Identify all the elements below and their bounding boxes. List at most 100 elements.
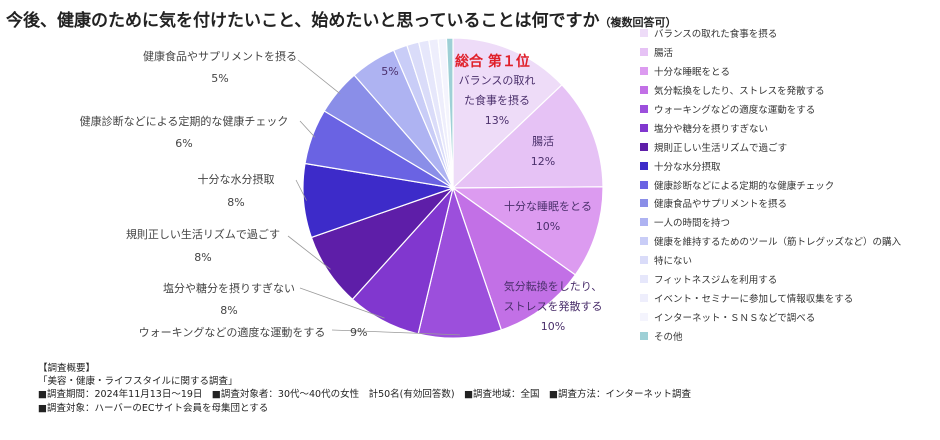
pie-slice bbox=[452, 37, 563, 190]
legend-swatch bbox=[640, 275, 648, 284]
legend-label: ウォーキングなどの適度な運動をする bbox=[654, 105, 816, 116]
slice-label: バランスの取れ bbox=[459, 74, 536, 87]
legend-label: インターネット・ＳＮＳなどで調べる bbox=[654, 312, 816, 324]
legend-label: 特にない bbox=[654, 256, 693, 268]
slice-label: 塩分や糖分を摂りすぎない bbox=[163, 281, 295, 295]
slice-label: 十分な睡眠をとる bbox=[504, 199, 592, 213]
legend-label: イベント・セミナーに参加して情報収集をする bbox=[654, 293, 854, 305]
slice-label: ストレスを発散する bbox=[504, 299, 603, 313]
leader-line bbox=[287, 235, 331, 270]
slice-label: 十分な水分摂取 bbox=[198, 172, 275, 186]
leader-line bbox=[299, 287, 385, 319]
legend-swatch bbox=[640, 331, 648, 340]
survey-heading: 【調査概要】 bbox=[38, 363, 96, 374]
slice-label: 腸活 bbox=[532, 135, 554, 148]
legend-item: フィットネスジムを利用する bbox=[640, 270, 938, 289]
slice-label: 規則正しい生活リズムで過ごす bbox=[126, 227, 280, 241]
legend-label: 十分な水分摂取 bbox=[654, 161, 721, 173]
slice-label: ウォーキングなどの適度な運動をする bbox=[139, 325, 326, 339]
slice-percent-label: 9% bbox=[350, 326, 367, 339]
legend-item: イベント・セミナーに参加して情報収集をする bbox=[640, 288, 938, 307]
legend-label: その他 bbox=[654, 331, 683, 343]
title-note: （複数回答可） bbox=[599, 16, 677, 29]
legend-swatch bbox=[640, 237, 648, 246]
pie-slice bbox=[451, 84, 604, 189]
pie-slice bbox=[451, 186, 604, 276]
legend-item: ウォーキングなどの適度な運動をする bbox=[640, 100, 938, 119]
legend-item: その他 bbox=[640, 326, 938, 345]
slice-label: 健康食品やサプリメントを摂る bbox=[143, 49, 297, 63]
leader-lines bbox=[287, 59, 460, 336]
slice-percent-label: 13% bbox=[485, 114, 509, 127]
chart-title: 今後、健康のために気を付けたいこと、始めたいと思っていることは何ですか（複数回答… bbox=[6, 6, 676, 31]
slice-label: 健康診断などによる定期的な健康チェック bbox=[80, 114, 289, 128]
slice-percent-label: 10% bbox=[536, 220, 560, 233]
legend-item: 健康を維持するためのツール（筋トレグッズなど）の購入 bbox=[640, 232, 938, 251]
title-text: 今後、健康のために気を付けたいこと、始めたいと思っていることは何ですか bbox=[6, 11, 600, 31]
legend-item: 規則正しい生活リズムで過ごす bbox=[640, 137, 938, 156]
legend-label: 規則正しい生活リズムで過ごす bbox=[654, 142, 788, 154]
legend-swatch bbox=[640, 123, 648, 132]
survey-summary: 【調査概要】 「美容・健康・ライフスタイルに関する調査」 ■調査期間：2024年… bbox=[38, 362, 691, 415]
legend-swatch bbox=[640, 48, 648, 57]
legend-swatch bbox=[640, 105, 648, 113]
legend-label: 健康食品やサプリメントを摂る bbox=[654, 199, 788, 211]
slice-label: た食事を摂る bbox=[464, 93, 530, 107]
legend-label: 腸活 bbox=[654, 48, 674, 60]
legend-label: 健康診断などによる定期的な健康チェック bbox=[654, 180, 835, 192]
pie-chart: バランスの取れた食事を摂る 13% 腸活 12% 十分な睡眠をとる 10% 気分転換をしたり… bbox=[80, 37, 604, 339]
pie-slice bbox=[417, 185, 503, 339]
legend-label: 一人の時間を持つ bbox=[654, 218, 731, 230]
legend-item: 健康診断などによる定期的な健康チェック bbox=[640, 175, 938, 194]
leader-line bbox=[297, 59, 341, 95]
pie-slice bbox=[445, 37, 454, 189]
slice-percent-label: 8% bbox=[227, 196, 244, 209]
legend-swatch bbox=[640, 256, 648, 265]
legend-swatch bbox=[640, 199, 648, 208]
slice-percent-label: 5% bbox=[381, 65, 398, 78]
legend-label: 十分な睡眠をとる bbox=[654, 67, 731, 79]
leader-line bbox=[331, 329, 460, 336]
pie-slice bbox=[451, 186, 577, 331]
legend-swatch bbox=[640, 218, 648, 227]
legend-item: インターネット・ＳＮＳなどで調べる bbox=[640, 307, 938, 326]
legend-item: 気分転換をしたり、ストレスを発散する bbox=[640, 81, 938, 100]
slice-percent-label: 8% bbox=[220, 304, 237, 317]
legend-swatch bbox=[640, 180, 648, 189]
survey-details: ■調査期間：2024年11月13日～19日 ■調査対象者：30代～40代の女性 … bbox=[38, 389, 692, 401]
legend-label: 気分転換をしたり、ストレスを発散する bbox=[654, 86, 825, 98]
legend-swatch bbox=[640, 29, 648, 38]
legend-swatch bbox=[640, 293, 648, 302]
legend-swatch bbox=[640, 312, 648, 321]
legend-item: バランスの取れた食事を摂る bbox=[640, 24, 938, 43]
legend-item: 十分な水分摂取 bbox=[640, 156, 938, 175]
legend-item: 一人の時間を持つ bbox=[640, 213, 938, 232]
legend-label: フィットネスジムを利用する bbox=[654, 275, 778, 287]
slice-label: 気分転換をしたり、 bbox=[504, 279, 603, 293]
legend-label: バランスの取れた食事を摂る bbox=[654, 29, 778, 41]
pie-slices bbox=[302, 37, 604, 339]
slice-percent-label: 10% bbox=[541, 320, 565, 333]
legend-swatch bbox=[640, 142, 648, 151]
slice-percent-label: 12% bbox=[531, 155, 555, 168]
leader-line bbox=[299, 120, 316, 138]
legend-label: 健康を維持するためのツール（筋トレグッズなど）の購入 bbox=[654, 237, 902, 249]
survey-target: ■調査対象：ハーバーのECサイト会員を母集団とする bbox=[38, 402, 269, 414]
legend-swatch bbox=[640, 86, 648, 95]
legend-swatch bbox=[640, 161, 648, 170]
legend-item: 特にない bbox=[640, 251, 938, 270]
slice-percent-label: 6% bbox=[175, 137, 192, 150]
legend-item: 十分な睡眠をとる bbox=[640, 62, 938, 81]
slice-percent-label: 8% bbox=[194, 251, 211, 264]
slice-labels: バランスの取れた食事を摂る 13% 腸活 12% 十分な睡眠をとる 10% 気分転換をしたり… bbox=[80, 49, 603, 339]
leader-line bbox=[295, 179, 307, 201]
slice-percent-label: 5% bbox=[211, 72, 228, 85]
legend-label: 塩分や糖分を摂りすぎない bbox=[654, 123, 769, 135]
chart-legend: バランスの取れた食事を摂る 腸活十分な睡眠をとる気分転換をしたり、ストレスを発散す… bbox=[640, 24, 938, 345]
legend-item: 健康食品やサプリメントを摂る bbox=[640, 194, 938, 213]
legend-item: 塩分や糖分を摂りすぎない bbox=[640, 118, 938, 137]
legend-item: 腸活 bbox=[640, 43, 938, 62]
legend-swatch bbox=[640, 67, 648, 76]
top-rank-badge: 総合 第１位 bbox=[455, 53, 530, 70]
survey-name: 「美容・健康・ライフスタイルに関する調査」 bbox=[38, 376, 238, 388]
